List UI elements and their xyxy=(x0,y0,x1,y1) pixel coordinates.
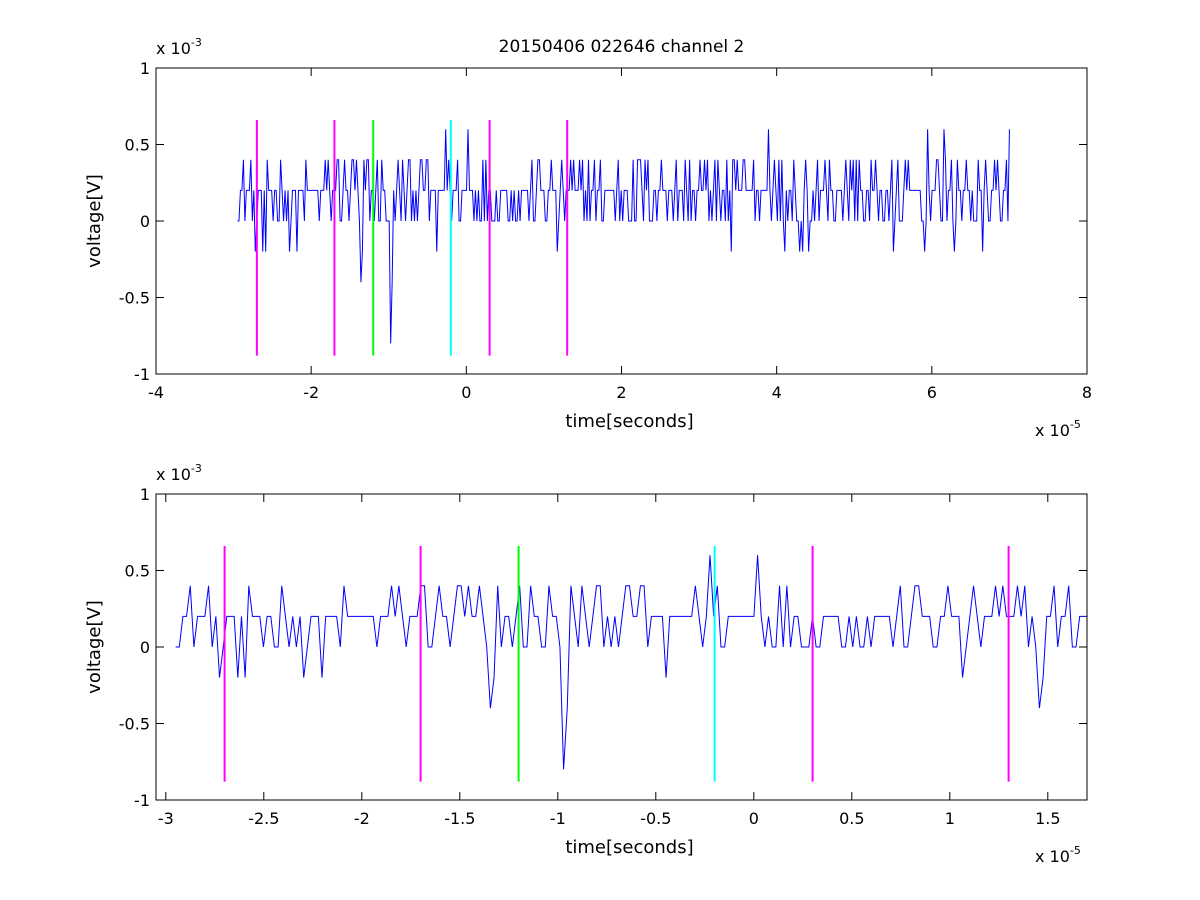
plot-bottom: -3 -2.5 -2 -1.5 -1 -0.5 0 0.5 1 1.5 -1 -0.5 0 0.5 1 tim… xyxy=(84,462,1088,866)
x-multiplier: x 10-5 xyxy=(1035,418,1081,440)
axes-box xyxy=(155,493,1088,801)
x-tick-label: 4 xyxy=(772,383,782,402)
y-tick-label: -0.5 xyxy=(119,289,150,308)
y-tick-label: 0 xyxy=(140,212,150,231)
y-multiplier: x 10-3 xyxy=(156,36,202,58)
signal-line xyxy=(175,555,1087,770)
x-tick-label: 1 xyxy=(945,809,955,828)
signal-line xyxy=(237,129,1010,344)
x-tick-label: -1 xyxy=(550,809,566,828)
y-multiplier: x 10-3 xyxy=(156,462,202,484)
x-tick-label: 1.5 xyxy=(1035,809,1060,828)
y-tick-label: -1 xyxy=(134,365,150,384)
y-tick-label: -0.5 xyxy=(119,715,150,734)
x-tick-label: -1.5 xyxy=(444,809,475,828)
x-multiplier: x 10-5 xyxy=(1035,844,1081,866)
x-tick-label: 0.5 xyxy=(839,809,864,828)
y-tick-label: 1 xyxy=(140,485,150,504)
y-tick-label: 1 xyxy=(140,59,150,78)
x-tick-label: -0.5 xyxy=(640,809,671,828)
x-tick-label: -2 xyxy=(303,383,319,402)
x-tick-label: -2 xyxy=(354,809,370,828)
y-axis-label: voltage[V] xyxy=(84,600,105,694)
x-tick-label: -4 xyxy=(148,383,164,402)
x-tick-label: -2.5 xyxy=(248,809,279,828)
x-tick-label: 6 xyxy=(927,383,937,402)
y-tick-label: 0.5 xyxy=(125,562,150,581)
y-axis-label: voltage[V] xyxy=(84,174,105,268)
y-tick-label: 0 xyxy=(140,638,150,657)
x-tick-label: 2 xyxy=(616,383,626,402)
x-axis-label: time[seconds] xyxy=(565,411,693,432)
y-tick-label: -1 xyxy=(134,791,150,810)
chart-title: 20150406 022646 channel 2 xyxy=(499,37,745,57)
plot-top: -4 -2 0 2 4 6 8 -1 -0.5 0 0.5 1 time[seconds] voltage… xyxy=(84,36,1092,440)
x-tick-label: 0 xyxy=(461,383,471,402)
x-tick-label: 0 xyxy=(749,809,759,828)
x-axis-label: time[seconds] xyxy=(565,837,693,858)
x-tick-label: 8 xyxy=(1082,383,1092,402)
x-tick-label: -3 xyxy=(158,809,174,828)
y-tick-label: 0.5 xyxy=(125,136,150,155)
